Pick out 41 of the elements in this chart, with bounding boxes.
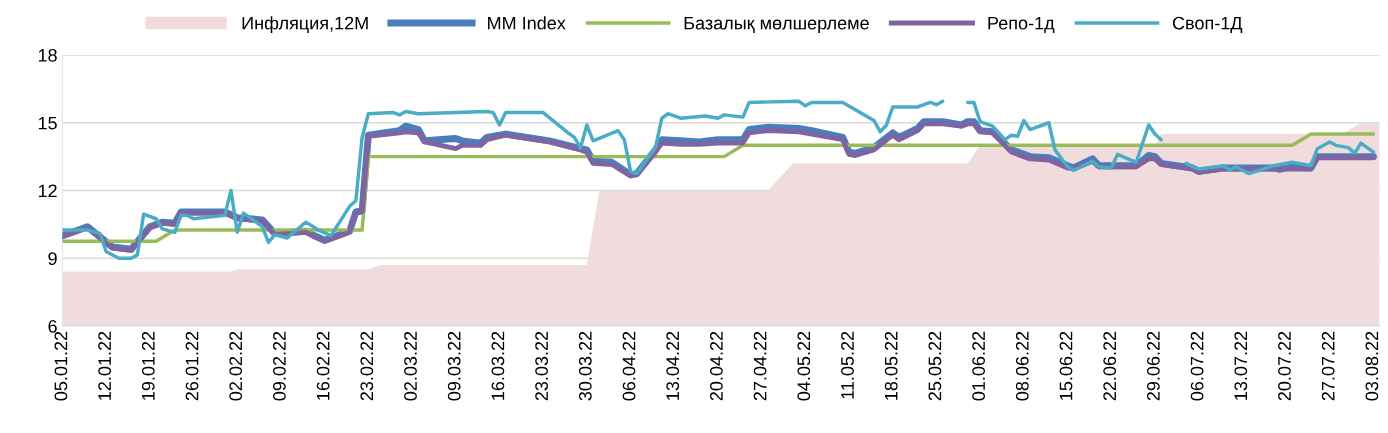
- x-tick-label: 19.01.22: [141, 331, 155, 400]
- y-tick-label: 18: [38, 48, 57, 62]
- y-tick-label: 6: [48, 319, 57, 333]
- x-tick-label: 16.02.22: [316, 331, 330, 400]
- y-tick-label: 9: [48, 252, 57, 265]
- x-tick-label: 20.04.22: [710, 331, 723, 401]
- x-tick-label: 05.01.22: [54, 331, 68, 401]
- x-tick-label: 02.03.22: [404, 331, 417, 401]
- x-tick-label: 04.05.22: [797, 331, 811, 401]
- x-tick-label: 29.06.22: [1147, 331, 1160, 401]
- x-tick-label: 22.06.22: [1103, 331, 1117, 401]
- x-tick-label: 12.01.22: [98, 331, 112, 400]
- x-tick-label: 13.04.22: [666, 331, 680, 400]
- x-tick-label: 13.07.22: [1234, 331, 1248, 400]
- x-tick-label: 26.01.22: [185, 331, 199, 401]
- legend-label: Базалық мөлшерлеме: [684, 16, 869, 34]
- x-tick-label: 25.05.22: [928, 331, 942, 401]
- y-tick-label: 12: [38, 184, 57, 198]
- x-tick-label: 18.05.22: [884, 331, 898, 400]
- x-tick-label: 27.04.22: [753, 331, 767, 401]
- x-tick-label: 23.02.22: [360, 331, 374, 401]
- x-tick-label: 09.03.22: [447, 331, 461, 401]
- x-tick-label: 06.07.22: [1190, 331, 1204, 401]
- x-tick-label: 01.06.22: [972, 331, 985, 401]
- x-tick-label: 27.07.22: [1321, 331, 1335, 401]
- legend-label: MM Index: [488, 16, 566, 30]
- legend-label: Своп-1Д: [1172, 16, 1243, 33]
- x-tick-label: 20.07.22: [1278, 331, 1291, 401]
- x-tick-label: 02.02.22: [229, 331, 243, 401]
- x-tick-label: 11.05.22: [841, 331, 854, 399]
- x-tick-label: 08.06.22: [1015, 331, 1029, 401]
- x-tick-label: 23.03.22: [535, 331, 548, 401]
- y-tick-label: 15: [38, 116, 57, 130]
- legend-label: Репо-1д: [988, 16, 1055, 33]
- x-tick-label: 09.02.22: [273, 331, 286, 401]
- legend-label: Инфляция,12М: [242, 16, 368, 34]
- x-tick-label: 06.04.22: [622, 331, 636, 401]
- x-tick-label: 30.03.22: [578, 331, 592, 401]
- x-tick-label: 03.08.22: [1365, 331, 1379, 401]
- x-tick-label: 16.03.22: [491, 331, 505, 400]
- x-tick-label: 15.06.22: [1059, 331, 1073, 400]
